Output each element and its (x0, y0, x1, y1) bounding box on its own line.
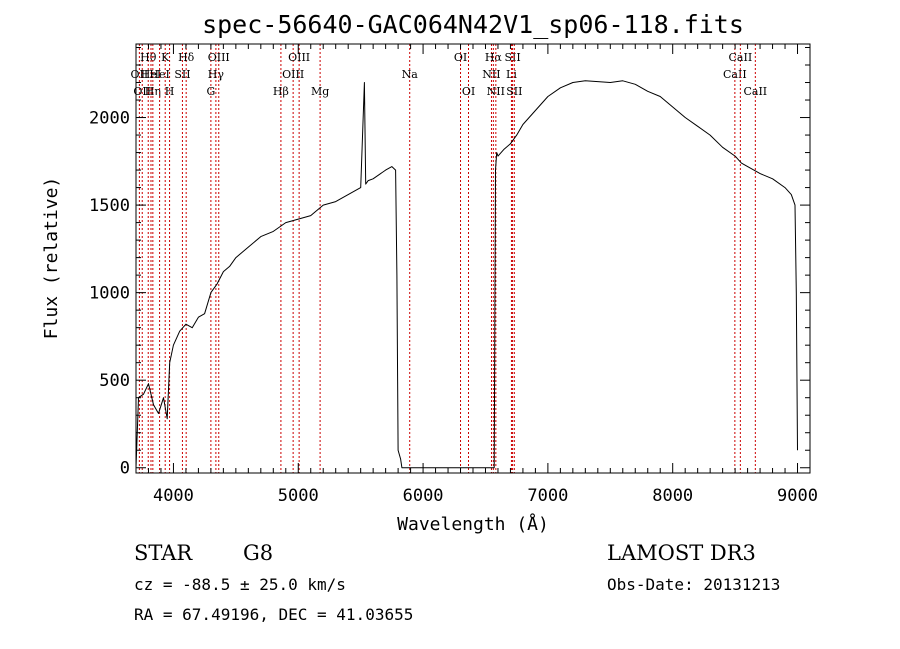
line-marker-label: Hθ (140, 51, 157, 64)
line-marker-label: OIII (282, 68, 304, 81)
x-tick-label: 7000 (527, 486, 568, 506)
line-marker-label: OII (131, 68, 149, 81)
line-marker-label: CaII (729, 51, 753, 64)
line-marker-label: Mg (311, 85, 329, 98)
line-marker-label: SII (506, 85, 522, 98)
spectral-line-markers: OIIOIIHθHeIHηHeIKHSIIHδGHγOIIIHβOIIIOIII… (131, 44, 767, 473)
observation-date: Obs-Date: 20131213 (607, 575, 780, 594)
x-tick-label: 9000 (777, 486, 818, 506)
y-axis-ticks: 0 500 1000 1500 2000 (89, 47, 810, 479)
y-tick-label: 1000 (89, 284, 130, 304)
line-marker-label: OIII (208, 51, 230, 64)
sky-coordinates: RA = 67.49196, DEC = 41.03655 (134, 605, 413, 624)
x-tick-label: 8000 (652, 486, 693, 506)
line-marker-label: NII (482, 68, 500, 81)
line-marker-label: Hα (485, 51, 503, 64)
line-marker-label: Hβ (273, 85, 289, 98)
line-marker-label: K (161, 51, 170, 64)
line-marker-label: Hη (145, 85, 161, 98)
y-tick-label: 2000 (89, 109, 130, 129)
x-tick-label: 6000 (403, 486, 444, 506)
object-subclass: G8 (243, 541, 273, 565)
line-marker-label: G (206, 85, 215, 98)
spectrum-series (135, 80, 798, 469)
line-marker-label: CaII (743, 85, 767, 98)
line-marker-label: CaII (723, 68, 747, 81)
line-marker-label: OI (454, 51, 467, 64)
x-axis-ticks: 4000 5000 6000 7000 8000 9000 (135, 44, 818, 506)
line-marker-label: HeI (149, 68, 169, 81)
y-tick-label: 0 (120, 459, 130, 479)
line-marker-label: H (165, 85, 175, 98)
object-class: STAR (134, 541, 193, 565)
chart-title: spec-56640-GAC064N42V1_sp06-118.fits (202, 10, 744, 39)
plot-frame (135, 43, 811, 474)
line-marker-label: OI (462, 85, 475, 98)
line-marker-label: HeI (141, 68, 161, 81)
line-marker-label: SII (504, 51, 520, 64)
line-marker-label: NII (487, 85, 505, 98)
y-tick-label: 500 (99, 371, 130, 391)
y-axis-label: Flux (relative) (41, 177, 62, 340)
line-marker-label: Li (506, 68, 517, 81)
line-marker-label: OIII (288, 51, 310, 64)
line-marker-label: SII (174, 68, 190, 81)
line-marker-label: OII (133, 85, 151, 98)
x-tick-label: 4000 (153, 486, 194, 506)
y-tick-label: 1500 (89, 196, 130, 216)
line-marker-label: Na (402, 68, 419, 81)
x-axis-label: Wavelength (Å) (397, 513, 549, 535)
redshift-velocity: cz = -88.5 ± 25.0 km/s (134, 575, 346, 594)
survey-name: LAMOST DR3 (607, 541, 756, 565)
line-marker-label: Hδ (178, 51, 195, 64)
x-tick-label: 5000 (278, 486, 319, 506)
line-marker-label: Hγ (208, 68, 225, 81)
spectrum-line-0 (135, 80, 798, 469)
